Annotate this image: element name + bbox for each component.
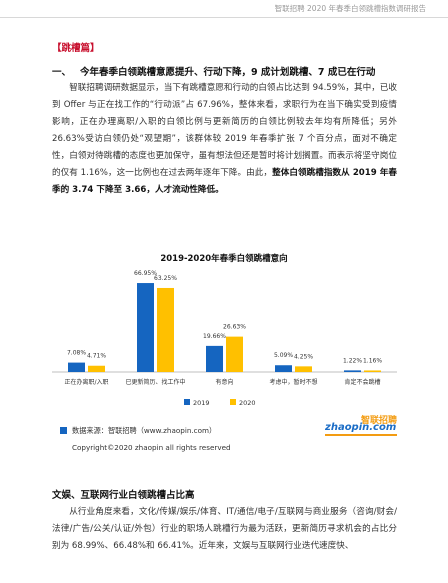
paragraph-1-bold-text: 整体白领跳槽指数从 2019 年春季的 3.74 下降至 3.66，人才流动性降…: [52, 168, 397, 195]
category-label-4: 肯定不会跳槽: [344, 378, 380, 386]
chart-title: 2019-2020年春季白领跳槽意向: [160, 254, 288, 264]
logo-main-text: zhaopin.com: [325, 422, 397, 433]
body-paragraph-1: 智联招聘调研数据显示，当下有跳槽意愿和行动的白领占比达到 94.59%，其中，已…: [52, 80, 397, 238]
bar-2020-4: [364, 370, 381, 372]
legend-label-2020: 2020: [239, 399, 256, 407]
category-label-2: 有意向: [215, 378, 233, 386]
zhaopin-logo: 智联招聘 zhaopin.com: [325, 414, 397, 436]
bar-2020-2: [226, 336, 243, 372]
heading-number: 一、: [52, 67, 72, 78]
bar-2020-0: [88, 365, 105, 372]
data-label-2020-0: 4.71%: [87, 353, 106, 360]
bar-2019-4: [344, 370, 361, 372]
data-label-2019-0: 7.08%: [67, 350, 86, 357]
data-label-2020-2: 26.63%: [223, 324, 246, 331]
section-tag: 【跳槽篇】: [52, 43, 100, 54]
logo-cn-text: 智联招聘: [361, 416, 398, 426]
data-label-2020-1: 63.25%: [154, 275, 177, 282]
sub-heading: 文娱、互联网行业白领跳槽占比高: [52, 490, 195, 501]
bar-2019-2: [206, 345, 223, 372]
data-label-2019-1: 66.95%: [134, 270, 157, 277]
copyright-text: Copyright©2020 zhaopin all rights reserv…: [72, 443, 231, 452]
paragraph-1-text: 智联招聘调研数据显示，当下有跳槽意愿和行动的白领占比达到 94.59%，其中，已…: [52, 83, 397, 178]
data-label-2019-3: 5.09%: [274, 352, 293, 359]
bar-chart: 7.08% 4.71% 正在办离职/入职 66.95%63.25% 已更新简历、找工作中…: [52, 270, 397, 407]
legend-swatch-2019: [184, 399, 190, 405]
data-source-text: 数据来源：智联招聘（www.zhaopin.com）: [72, 426, 217, 435]
paragraph-2-text: 从行业角度来看，文化/传媒/娱乐/体育、IT/通信/电子/互联网与商业服务（咨询…: [52, 507, 397, 551]
bar-2019-0: [68, 362, 85, 372]
category-label-1: 已更新简历、找工作中: [125, 378, 185, 386]
report-title-header: 智联招聘 2020 年春季白领跳槽指数调研报告: [274, 4, 426, 13]
bar-2019-1: [137, 283, 154, 372]
category-label-3: 考虑中，暂时不想: [269, 378, 317, 386]
data-label-2019-2: 19.66%: [203, 333, 226, 340]
body-paragraph-2: 从行业角度来看，文化/传媒/娱乐/体育、IT/通信/电子/互联网与商业服务（咨询…: [52, 504, 397, 583]
legend-swatch-2020: [230, 399, 236, 405]
bar-2019-3: [275, 365, 292, 372]
section-heading: 一、 今年春季白领跳槽意愿提升、行动下降，9 成计划跳槽、7 成已在行动: [52, 64, 375, 78]
bar-2020-1: [157, 287, 174, 372]
category-label-0: 正在办离职/入职: [64, 378, 108, 386]
heading-text: 今年春季白领跳槽意愿提升、行动下降，9 成计划跳槽、7 成已在行动: [80, 67, 376, 78]
logo-underline: [325, 434, 397, 436]
data-label-2019-4: 1.22%: [343, 357, 362, 364]
legend-label-2019: 2019: [193, 399, 210, 407]
page-header: 智联招聘 2020 年春季白领跳槽指数调研报告: [0, 0, 448, 18]
data-label-2020-4: 1.16%: [363, 357, 382, 364]
data-source: 数据来源：智联招聘（www.zhaopin.com）: [60, 426, 216, 436]
source-bullet-icon: [60, 427, 67, 434]
bar-2020-3: [295, 366, 312, 372]
data-label-2020-3: 4.25%: [294, 353, 313, 360]
